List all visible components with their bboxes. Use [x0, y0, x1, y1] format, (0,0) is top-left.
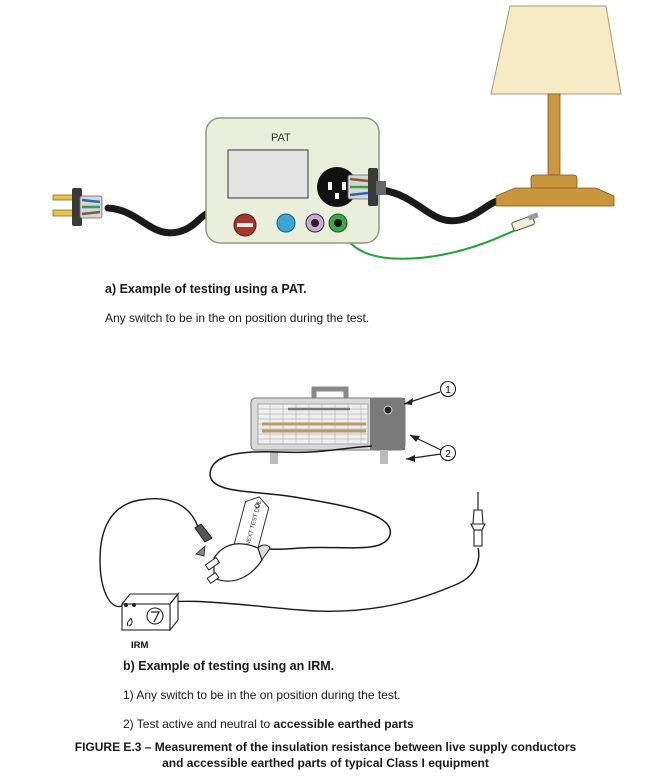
figure-caption: FIGURE E.3 – Measurement of the insulati… — [0, 739, 651, 771]
callout-1: 1 — [403, 380, 457, 405]
callout-2: 2 — [405, 434, 457, 462]
irm-lead-2 — [141, 547, 480, 612]
pat-display — [227, 149, 309, 199]
caption-a-note: Any switch to be in the on position duri… — [105, 311, 370, 325]
pat-controls — [233, 213, 348, 237]
supply-cable — [104, 204, 216, 237]
lamp-icon — [490, 5, 622, 207]
pat-blue-terminal — [276, 213, 296, 233]
appliance-plug-icon — [194, 523, 271, 585]
figure-caption-line-2: and accessible earthed parts of typical … — [162, 756, 489, 770]
caption-a-title: a) Example of testing using a PAT. — [105, 282, 307, 296]
caption-b-title: b) Example of testing using an IRM. — [123, 659, 335, 673]
diagram-a: PAT — [52, 5, 622, 260]
figure-caption-line-1: FIGURE E.3 – Measurement of the insulati… — [74, 740, 577, 754]
callout-1-number: 1 — [445, 385, 451, 396]
irm-dial-icon — [146, 607, 164, 625]
diagram-b: 1 2 NEXT TEST DUE — [99, 380, 486, 651]
supply-plug-icon — [52, 188, 103, 226]
heater-switch-knob — [383, 405, 393, 415]
pat-socket-icon — [317, 167, 357, 207]
caption-b-note-2-text: 2) Test active and neutral to — [123, 717, 274, 731]
appliance-plug-icon — [347, 168, 386, 206]
pat-label: PAT — [271, 132, 291, 144]
irm-meter: IRM — [120, 592, 180, 651]
heater-flex — [209, 445, 391, 550]
caption-b-note-2: 2) Test active and neutral to accessible… — [123, 717, 414, 731]
appliance-cable — [378, 186, 504, 225]
earth-clip — [511, 212, 539, 232]
irm-label: IRM — [131, 640, 149, 651]
heater-icon — [250, 386, 406, 464]
irm-lead-1 — [99, 498, 199, 608]
earth-lead — [337, 225, 521, 260]
caption-b-note-2-bold: accessible earthed parts — [273, 717, 414, 731]
test-tag: NEXT TEST DUE — [233, 496, 270, 553]
caption-b-note-1: 1) Any switch to be in the on position d… — [123, 688, 401, 702]
test-probe-icon — [470, 492, 486, 547]
callout-2-number: 2 — [445, 449, 451, 460]
